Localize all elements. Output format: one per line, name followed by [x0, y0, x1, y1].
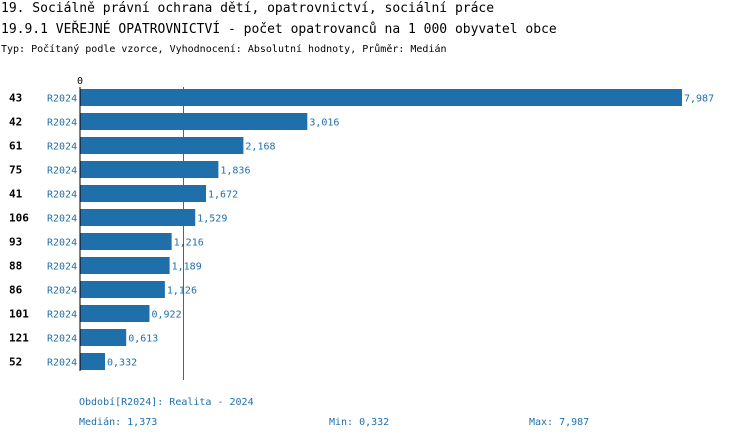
chart-meta: Typ: Počítaný podle vzorce, Vyhodnocení:…: [1, 44, 447, 55]
category-label: 121: [9, 332, 29, 345]
category-label: 42: [9, 116, 22, 129]
value-label: 3,016: [309, 118, 339, 129]
series-label: R2024: [47, 286, 77, 297]
bar: [80, 137, 244, 154]
bar: [80, 89, 682, 106]
series-label: R2024: [47, 334, 77, 345]
series-label: R2024: [47, 262, 77, 273]
series-label: R2024: [47, 94, 77, 105]
bar: [80, 257, 170, 274]
bar: [80, 161, 219, 178]
category-label: 86: [9, 284, 23, 297]
chart-title: 19. Sociálně právní ochrana dětí, opatro…: [1, 1, 495, 16]
value-label: 1,529: [197, 214, 227, 225]
value-label: 0,613: [128, 334, 158, 345]
value-label: 0,332: [107, 358, 137, 369]
series-label: R2024: [47, 238, 77, 249]
bar: [80, 185, 207, 202]
category-label: 101: [9, 308, 29, 321]
bar: [80, 113, 308, 130]
series-label: R2024: [47, 310, 77, 321]
value-label: 1,126: [167, 286, 197, 297]
series-label: R2024: [47, 118, 77, 129]
bar: [80, 353, 106, 370]
category-label: 43: [9, 92, 22, 105]
series-label: R2024: [47, 358, 77, 369]
value-label: 2,168: [245, 142, 275, 153]
period-legend: Období[R2024]: Realita - 2024: [79, 397, 254, 408]
value-label: 1,216: [174, 238, 204, 249]
axis-zero-label: 0: [77, 76, 83, 87]
chart-subtitle: 19.9.1 VEŘEJNÉ OPATROVNICTVÍ - počet opa…: [1, 22, 557, 37]
series-label: R2024: [47, 166, 77, 177]
min-stat: Min: 0,332: [329, 417, 390, 428]
value-label: 0,922: [151, 310, 181, 321]
category-label: 41: [9, 188, 23, 201]
max-stat: Max: 7,987: [529, 417, 590, 428]
value-label: 1,672: [208, 190, 238, 201]
value-label: 1,836: [220, 166, 250, 177]
category-label: 93: [9, 236, 22, 249]
bar: [80, 329, 127, 346]
series-label: R2024: [47, 190, 77, 201]
category-label: 61: [9, 140, 23, 153]
category-label: 52: [9, 356, 22, 369]
series-label: R2024: [47, 214, 77, 225]
median-stat: Medián: 1,373: [79, 417, 158, 428]
value-label: 7,987: [684, 94, 714, 105]
value-label: 1,189: [172, 262, 202, 273]
category-label: 75: [9, 164, 22, 177]
series-label: R2024: [47, 142, 77, 153]
bar: [80, 209, 196, 226]
category-label: 106: [9, 212, 29, 225]
bar: [80, 233, 172, 250]
bar: [80, 281, 165, 298]
category-label: 88: [9, 260, 22, 273]
bar: [80, 305, 150, 322]
